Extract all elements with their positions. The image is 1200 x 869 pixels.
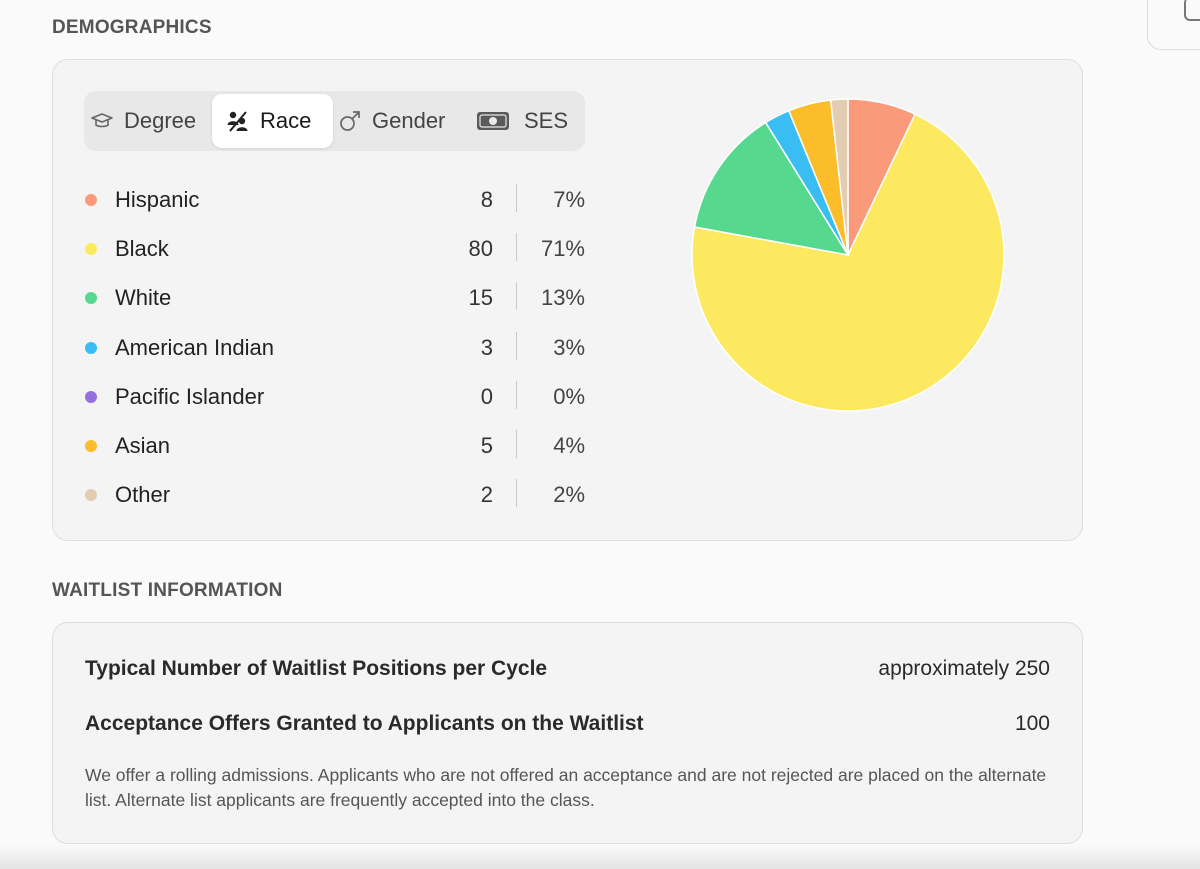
race-row-black: Black 80 71% (53, 229, 653, 269)
column-divider (516, 380, 517, 409)
race-count: 8 (480, 187, 493, 212)
demographics-title: DEMOGRAPHICS (52, 17, 212, 38)
race-label: Black (115, 236, 169, 262)
graduation-cap-icon (90, 111, 114, 131)
waitlist-offers-row: Acceptance Offers Granted to Applicants … (85, 712, 1050, 742)
race-label: Hispanic (115, 187, 200, 212)
waitlist-title: WAITLIST INFORMATION (52, 580, 283, 601)
race-percent: 2% (553, 482, 585, 508)
waitlist-note: We offer a rolling admissions. Applicant… (85, 765, 1047, 810)
race-pie-chart (691, 98, 1005, 412)
tab-gender-label: Gender (372, 108, 446, 133)
waitlist-positions-label: Typical Number of Waitlist Positions per… (85, 657, 548, 680)
race-percent: 7% (553, 187, 585, 212)
waitlist-offers-value: 100 (1014, 712, 1050, 735)
legend-dot (85, 440, 97, 452)
tab-gender[interactable]: Gender (338, 94, 445, 148)
bottom-edge-shadow (0, 845, 1200, 869)
race-count: 0 (480, 383, 493, 409)
column-divider (516, 233, 517, 262)
male-symbol-icon (338, 109, 362, 133)
pie-slice-other (829, 98, 849, 256)
race-label: American Indian (115, 334, 274, 360)
column-divider (516, 282, 517, 311)
demographics-tabs: Degree Race Gender SES (84, 91, 585, 151)
waitlist-positions-value: approximately 250 (878, 657, 1050, 680)
race-row-white: White 15 13% (53, 278, 653, 318)
tab-race[interactable]: Race (212, 94, 333, 148)
race-row-american-indian: American Indian 3 3% (53, 328, 653, 368)
legend-dot (85, 489, 97, 502)
tab-race-label: Race (260, 108, 312, 133)
tray-icon (1184, 0, 1200, 21)
column-divider (516, 479, 517, 508)
race-row-asian: Asian 5 4% (53, 426, 653, 466)
waitlist-positions-row: Typical Number of Waitlist Positions per… (85, 657, 1050, 687)
race-label: Asian (115, 433, 171, 458)
tab-degree-label: Degree (124, 108, 197, 133)
race-percent: 3% (553, 334, 585, 360)
legend-dot (85, 243, 97, 256)
column-divider (516, 430, 517, 458)
tab-ses-label: SES (524, 108, 569, 133)
race-row-hispanic: Hispanic 8 7% (53, 180, 653, 220)
race-count: 5 (480, 433, 493, 458)
legend-dot (85, 292, 97, 305)
race-label: White (115, 285, 172, 311)
column-divider (516, 331, 517, 360)
race-percent: 4% (553, 433, 585, 458)
tab-degree[interactable]: Degree (90, 94, 196, 148)
tab-ses[interactable]: SES (476, 94, 568, 148)
race-percent: 71% (540, 236, 585, 262)
race-row-pacific-islander: Pacific Islander 0 0% (53, 377, 653, 417)
demographics-card: Degree Race Gender SES Hispanic 8 7% Black 8… (52, 59, 1083, 541)
race-count: 3 (480, 334, 493, 360)
race-count: 15 (468, 285, 493, 311)
top-right-button[interactable] (1147, 0, 1200, 50)
race-row-other: Other 2 2% (53, 475, 653, 515)
race-count: 80 (468, 236, 493, 262)
legend-dot (85, 390, 97, 403)
pie-slice-black (691, 113, 1005, 412)
race-label: Pacific Islander (115, 383, 265, 409)
race-percent: 0% (553, 383, 585, 409)
legend-dot (85, 194, 97, 206)
money-icon (476, 110, 510, 132)
race-count: 2 (480, 482, 493, 508)
race-label: Other (115, 482, 171, 508)
race-percent: 13% (540, 285, 585, 311)
pie-slice-white (693, 121, 850, 257)
column-divider (516, 184, 517, 212)
people-icon (226, 109, 250, 133)
waitlist-card: Typical Number of Waitlist Positions per… (52, 622, 1083, 844)
waitlist-offers-label: Acceptance Offers Granted to Applicants … (85, 712, 644, 735)
legend-dot (85, 341, 97, 354)
